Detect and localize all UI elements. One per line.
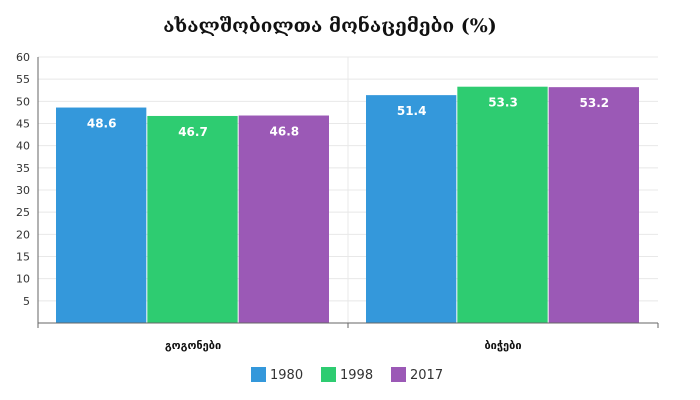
bar[interactable]: [366, 95, 457, 323]
y-tick-label: 15: [16, 251, 30, 264]
bar[interactable]: [56, 107, 147, 323]
y-tick-label: 60: [16, 51, 30, 64]
y-tick-label: 40: [16, 140, 30, 153]
data-label: 48.6: [87, 117, 117, 131]
y-axis: 5 10 15 20 25 30 35 40 45 50 55 60: [16, 51, 39, 323]
legend-label: 1980: [270, 368, 303, 383]
y-tick-label: 5: [23, 295, 30, 308]
legend-label: 1998: [340, 368, 373, 383]
y-tick-label: 35: [16, 162, 30, 175]
legend-swatch: [391, 367, 406, 382]
y-tick-label: 10: [16, 273, 30, 286]
data-label: 46.7: [178, 125, 208, 139]
x-tick-label: ბიჭები: [484, 339, 521, 352]
data-label: 46.8: [270, 125, 300, 139]
data-label: 53.3: [488, 96, 518, 110]
legend-swatch: [251, 367, 266, 382]
data-labels: 48.6 46.7 46.8 51.4 53.3 53.2: [87, 96, 609, 139]
x-axis: გოგონები ბიჭები: [37, 322, 659, 352]
bar[interactable]: [147, 115, 238, 323]
data-label: 51.4: [397, 104, 427, 118]
data-label: 53.2: [580, 96, 610, 110]
y-tick-label: 50: [16, 95, 30, 108]
bar[interactable]: [238, 115, 329, 324]
bar[interactable]: [457, 86, 548, 323]
legend-item[interactable]: 1980: [251, 367, 303, 383]
y-tick-label: 25: [16, 206, 30, 219]
legend-swatch: [321, 367, 336, 382]
y-tick-label: 20: [16, 228, 30, 241]
bar[interactable]: [548, 87, 639, 323]
legend[interactable]: 1980 1998 2017: [251, 367, 443, 383]
legend-item[interactable]: 2017: [391, 367, 443, 383]
y-tick-label: 30: [16, 184, 30, 197]
legend-item[interactable]: 1998: [321, 367, 373, 383]
chart-title: ახალშობილთა მონაცემები (%): [163, 14, 497, 37]
y-tick-label: 55: [16, 73, 30, 86]
x-tick-label: გოგონები: [165, 339, 221, 352]
y-tick-label: 45: [16, 118, 30, 131]
bars: [56, 86, 639, 324]
legend-label: 2017: [410, 368, 443, 383]
